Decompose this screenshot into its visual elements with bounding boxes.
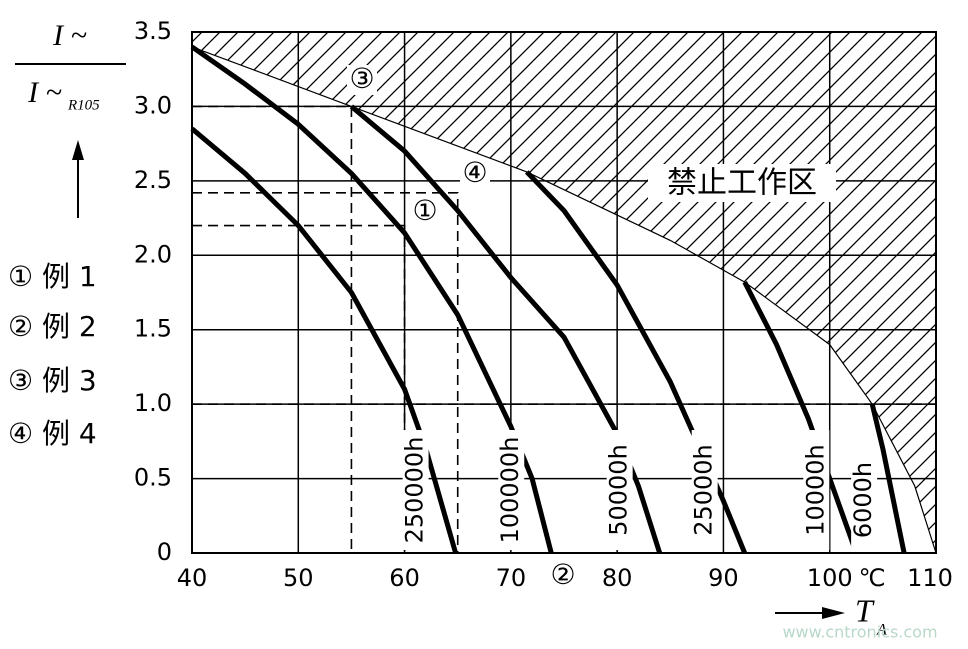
x-tick-label: 90 bbox=[708, 564, 739, 592]
x-tick-label: 50 bbox=[283, 564, 314, 592]
legend-item: ① 例 1 bbox=[8, 260, 97, 293]
example-marker: ① bbox=[412, 194, 437, 227]
curve-label: 25000h bbox=[690, 444, 718, 536]
marker-bg bbox=[548, 561, 578, 591]
y-tick-label: 2.5 bbox=[134, 166, 172, 194]
curve-label-bg bbox=[851, 440, 878, 560]
forbidden-zone-label: 禁止工作区 bbox=[667, 166, 817, 201]
y-title-sub: R105 bbox=[67, 97, 100, 113]
y-title-numerator: I ~ bbox=[52, 19, 87, 52]
y-tick-label: 1.0 bbox=[134, 389, 172, 417]
life-curve bbox=[742, 280, 859, 554]
x-unit: ℃ bbox=[859, 564, 886, 592]
y-tick-label: 0 bbox=[157, 538, 172, 566]
curve-label-bg bbox=[691, 430, 718, 550]
x-tick-label: 70 bbox=[496, 564, 527, 592]
reference-line bbox=[192, 224, 406, 553]
curve-layer: 250000h 100000h 50000h 25000h 10000h 6000h bbox=[190, 44, 937, 560]
x-arrow-head bbox=[822, 607, 845, 619]
legend-item: ② 例 2 bbox=[8, 310, 97, 343]
life-curve bbox=[190, 44, 554, 554]
forbidden-zone bbox=[192, 32, 936, 553]
curve-label: 250000h bbox=[401, 437, 429, 544]
y-tick-label: 1.5 bbox=[134, 315, 172, 343]
marker-bg bbox=[460, 159, 490, 189]
y-tick-label: 2.0 bbox=[134, 240, 172, 268]
curve-label-bg bbox=[402, 430, 429, 550]
y-tick-label: 3.5 bbox=[134, 17, 172, 45]
y-tick-label: 3.0 bbox=[134, 91, 172, 119]
curve-label-bg bbox=[803, 430, 830, 550]
marker-bg bbox=[347, 65, 377, 95]
example-marker: ④ bbox=[462, 156, 487, 189]
annotation-bg bbox=[648, 164, 836, 202]
x-tick-label: 100 bbox=[807, 564, 853, 592]
life-curve bbox=[524, 170, 748, 554]
x-tick-label: 110 bbox=[907, 564, 953, 592]
curve-label: 6000h bbox=[849, 462, 877, 538]
y-arrow-head bbox=[72, 140, 84, 160]
curve-label-bg bbox=[606, 430, 633, 550]
life-curve bbox=[190, 126, 458, 554]
life-curve bbox=[349, 104, 663, 554]
curve-label: 50000h bbox=[605, 444, 633, 536]
curve-label: 100000h bbox=[496, 437, 524, 544]
x-title: T bbox=[855, 592, 875, 628]
hatch-layer bbox=[192, 32, 936, 553]
marker-bg bbox=[410, 197, 440, 227]
curve-label-bg bbox=[498, 430, 525, 550]
example-marker: ② bbox=[550, 558, 575, 591]
legend-item: ③ 例 3 bbox=[8, 364, 97, 397]
watermark: www.cntronics.com bbox=[782, 623, 937, 642]
x-title-sub: A bbox=[876, 622, 887, 639]
y-title-denominator: I ~ bbox=[27, 76, 62, 109]
legend-item: ④ 例 4 bbox=[8, 417, 97, 450]
y-tick-label: 0.5 bbox=[134, 464, 172, 492]
curve-label: 10000h bbox=[801, 444, 829, 536]
reference-line bbox=[192, 105, 353, 553]
x-tick-label: 60 bbox=[389, 564, 420, 592]
life-curve bbox=[869, 403, 907, 554]
x-tick-label: 80 bbox=[602, 564, 633, 592]
example-marker: ③ bbox=[349, 62, 374, 95]
plot-frame bbox=[191, 31, 937, 554]
x-tick-label: 40 bbox=[177, 564, 208, 592]
reference-line bbox=[192, 191, 459, 553]
